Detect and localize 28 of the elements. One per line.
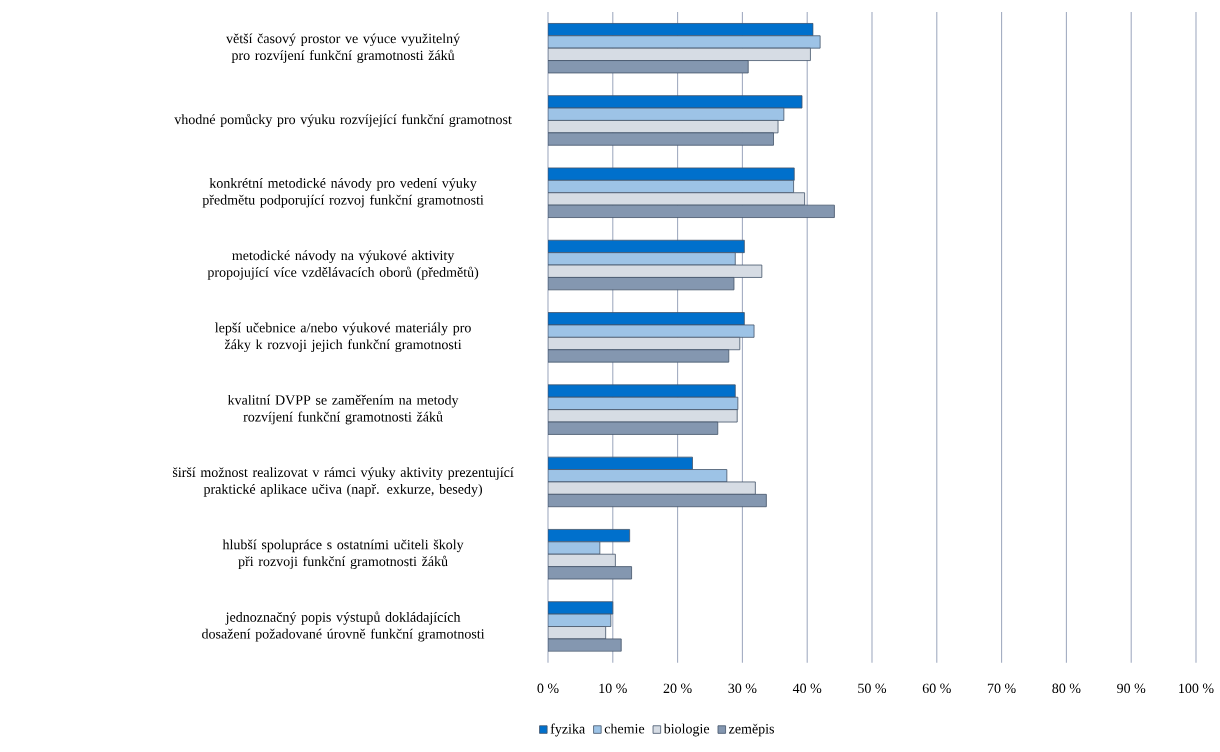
bar	[548, 384, 736, 398]
x-tick-label: 70 %	[987, 683, 1016, 694]
x-tick-label: 60 %	[922, 683, 951, 694]
x-tick-label: 90 %	[1117, 683, 1146, 694]
bar	[548, 132, 774, 146]
x-tick-label: 30 %	[728, 683, 757, 694]
y-tick-label: hlubší spolupráce s ostatními učiteli školy při rozvoji funkční gramotnosti žáků	[222, 539, 464, 569]
legend-label: biologie	[663, 723, 710, 737]
bar	[548, 35, 821, 49]
x-tick-label: 80 %	[1052, 683, 1081, 694]
y-tick-label: lepší učebnice a/nebo výukové materiály pro žáky k rozvoji jejich funkční gramotnosti	[215, 322, 471, 353]
x-tick-label: 40 %	[792, 683, 822, 694]
y-tick-label: vhodné pomůcky pro výuku rozvíjející funkční gramotnost	[174, 113, 512, 128]
y-tick-label: metodické návody na výukové aktivity propojující více vzdělávacích oborů (předmětů)	[207, 250, 479, 280]
x-tick-label: 20 %	[663, 683, 692, 694]
x-tick-label: 50 %	[858, 683, 887, 694]
y-tick-label: jednoznačný popis výstupů dokládajících dosažení požadované úrovně funkční gramotnosti	[202, 611, 485, 642]
x-tick-label: 100 %	[1179, 683, 1214, 694]
x-tick-label: 0 %	[537, 683, 559, 694]
y-tick-label: kvalitní DVPP se zaměřením na metody rozvíjení funkční gramotnosti žáků	[227, 394, 459, 425]
bar	[548, 541, 601, 555]
legend-label: chemie	[604, 723, 645, 734]
y-tick-label: konkrétní metodické návody pro vedení výuky předmětu podporující rozvoj funkční gramotnosti	[202, 177, 484, 208]
legend-label: fyzika	[550, 723, 585, 737]
y-tick-label: větší časový prostor ve výuce využitelný pro rozvíjení funkční gramotnosti žáků	[226, 33, 461, 63]
x-tick-label: 10 %	[599, 683, 627, 694]
y-tick-label: širší možnost realizovat v rámci výuky aktivity prezentující praktické aplikace učiva (např. exkurze, besedy)	[172, 467, 514, 497]
legend-label: zeměpis	[729, 723, 774, 737]
